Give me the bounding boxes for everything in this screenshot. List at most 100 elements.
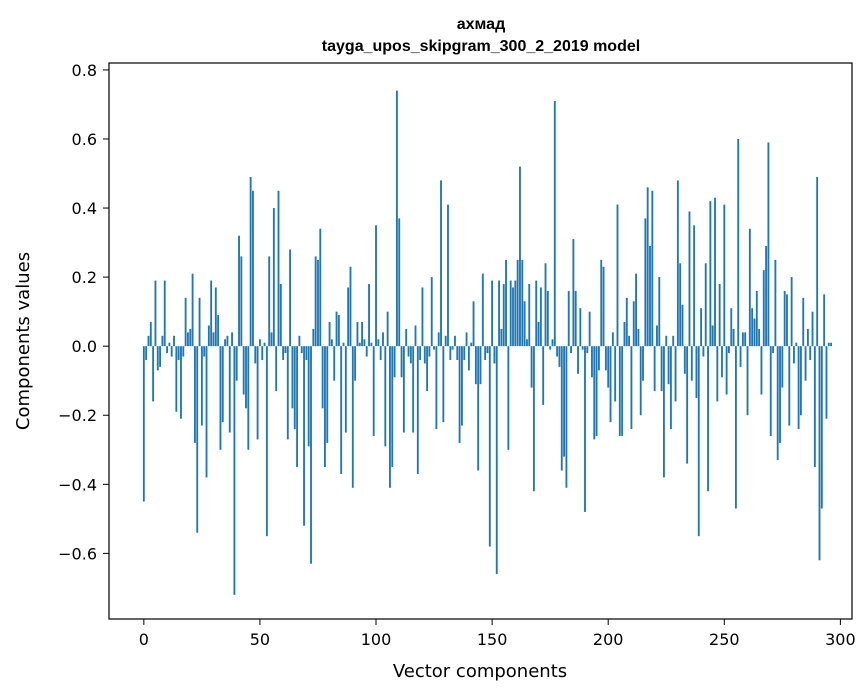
bar (433, 346, 435, 350)
bar (391, 346, 394, 468)
bar (558, 346, 561, 367)
bar (507, 346, 510, 450)
bar (335, 311, 338, 347)
bar (328, 322, 331, 347)
plot-frame (108, 62, 853, 620)
bar (549, 346, 552, 350)
bar (681, 304, 684, 347)
bar (783, 290, 786, 347)
bar (672, 335, 675, 347)
x-tick-label: 250 (709, 630, 740, 649)
bar (437, 332, 440, 347)
bar (282, 346, 285, 360)
bar (660, 346, 663, 392)
bar (275, 346, 278, 392)
bar (159, 346, 162, 367)
bar (342, 342, 345, 347)
bar (312, 328, 315, 347)
bar (813, 346, 816, 468)
bar (379, 346, 382, 360)
bar (189, 328, 192, 347)
bar (214, 287, 217, 347)
bar (200, 346, 203, 426)
bar (298, 335, 301, 347)
bar (591, 346, 593, 378)
bar (358, 342, 361, 347)
bar (762, 270, 765, 347)
x-tick-label: 200 (593, 630, 624, 649)
x-tick-label: 50 (250, 630, 270, 649)
bar (173, 335, 175, 347)
bar (656, 325, 658, 347)
bar (279, 284, 282, 347)
bar (686, 346, 689, 464)
bar (804, 346, 807, 381)
y-tick-label: 0.8 (72, 61, 97, 80)
bar (623, 322, 626, 347)
bar (488, 346, 491, 547)
bar (409, 346, 412, 364)
bar (454, 335, 456, 347)
bar (621, 346, 624, 436)
y-tick-label: −0.2 (58, 406, 97, 425)
bar (481, 273, 484, 347)
bar (458, 346, 461, 443)
bar (405, 328, 408, 347)
bar (226, 335, 229, 347)
bar (221, 346, 224, 423)
bar (625, 297, 628, 347)
bar (799, 346, 802, 416)
bar (765, 246, 768, 347)
bar (570, 346, 572, 354)
bar (600, 259, 603, 347)
bar (509, 280, 512, 347)
y-tick-label: −0.6 (58, 544, 97, 563)
bar (674, 346, 677, 402)
bar (333, 346, 336, 381)
bar (723, 204, 726, 347)
bar (767, 142, 770, 347)
bar (586, 346, 589, 354)
bar (191, 273, 194, 347)
bar (198, 297, 201, 347)
bar (154, 280, 157, 347)
bar (748, 228, 751, 347)
bar (465, 332, 468, 347)
bar (553, 100, 556, 347)
bar (519, 166, 521, 347)
bar (505, 259, 507, 347)
bar (744, 332, 747, 347)
bar (477, 346, 480, 471)
bar (514, 280, 517, 347)
bar (419, 346, 422, 360)
bar (755, 290, 758, 347)
bar (470, 342, 473, 347)
bar (797, 346, 800, 430)
bar (772, 346, 774, 354)
bar (161, 335, 164, 347)
bar (291, 346, 294, 409)
bar (389, 346, 391, 488)
bar (303, 346, 305, 526)
bar (700, 308, 703, 347)
bar (258, 339, 261, 347)
bar (235, 346, 238, 381)
bar (704, 263, 707, 347)
bar (628, 335, 631, 347)
bar (637, 328, 640, 347)
bar (581, 346, 584, 350)
y-axis-ticks: −0.6 −0.4 −0.2 0.0 0.2 0.4 0.6 0.8 (58, 61, 109, 563)
bar (196, 346, 199, 533)
bar (546, 290, 549, 347)
bar (535, 280, 538, 347)
x-axis-label: Vector components (393, 661, 567, 682)
bar (616, 204, 619, 347)
bar (177, 346, 180, 360)
bar (793, 346, 795, 364)
bar (356, 322, 359, 347)
bar (286, 346, 289, 440)
bar (145, 346, 148, 360)
bar (823, 294, 826, 347)
bar (526, 339, 528, 347)
bar (435, 346, 438, 430)
